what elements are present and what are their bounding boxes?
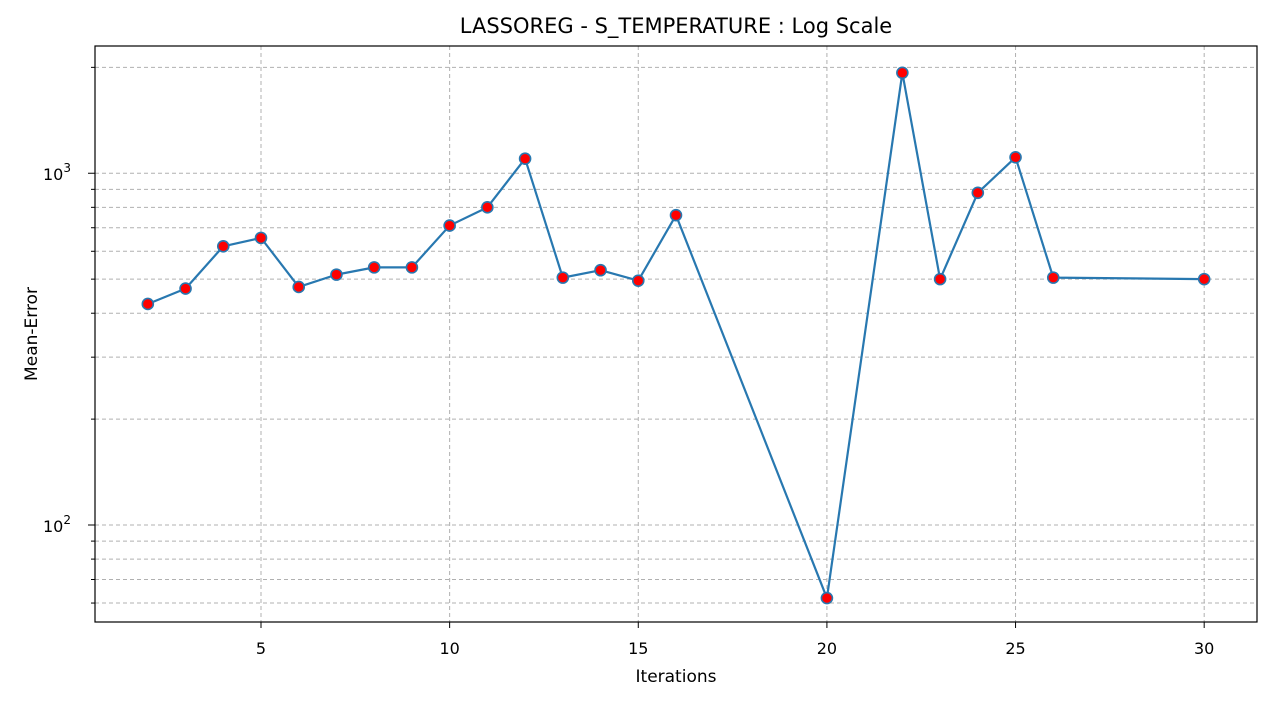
data-point — [443, 219, 456, 232]
data-point — [254, 231, 268, 245]
data-point — [971, 186, 985, 200]
data-point — [933, 272, 947, 286]
data-point — [216, 239, 230, 253]
x-tick-label: 30 — [1194, 639, 1214, 658]
y-tick-exponent: 3 — [63, 161, 71, 175]
data-point — [330, 268, 343, 281]
series-line — [147, 71, 1205, 600]
data-point — [820, 591, 834, 605]
data-point — [405, 261, 419, 274]
x-tick-label: 25 — [1005, 639, 1025, 658]
x-tick-label: 10 — [439, 639, 459, 658]
y-tick-base: 10 — [43, 517, 63, 536]
data-point — [1197, 272, 1211, 286]
y-tick-base: 10 — [43, 165, 63, 184]
series-layer — [141, 66, 1211, 605]
data-point — [518, 152, 532, 165]
data-point — [1009, 151, 1022, 164]
data-point — [556, 271, 570, 284]
y-axis-title: Mean-Error — [22, 287, 42, 381]
x-tick-label: 5 — [256, 639, 266, 658]
y-tick-label: 102 — [43, 513, 71, 536]
data-point — [292, 280, 306, 294]
y-tick-exponent: 2 — [63, 513, 71, 527]
data-point — [367, 261, 381, 274]
grid-layer — [95, 46, 1257, 622]
data-point — [631, 274, 645, 287]
y-tick-label: 103 — [43, 161, 71, 184]
data-point — [669, 208, 683, 222]
x-axis-title: Iterations — [636, 667, 717, 687]
x-tick-label: 15 — [628, 639, 648, 658]
data-point — [1046, 271, 1060, 284]
data-point — [896, 66, 909, 80]
x-tick-label: 20 — [817, 639, 837, 658]
plot-frame — [94, 45, 1258, 623]
chart-title: LASSOREG - S_TEMPERATURE : Log Scale — [460, 14, 892, 39]
data-point — [141, 297, 155, 311]
data-point — [179, 282, 192, 295]
data-point — [481, 201, 494, 214]
data-point — [594, 263, 607, 277]
